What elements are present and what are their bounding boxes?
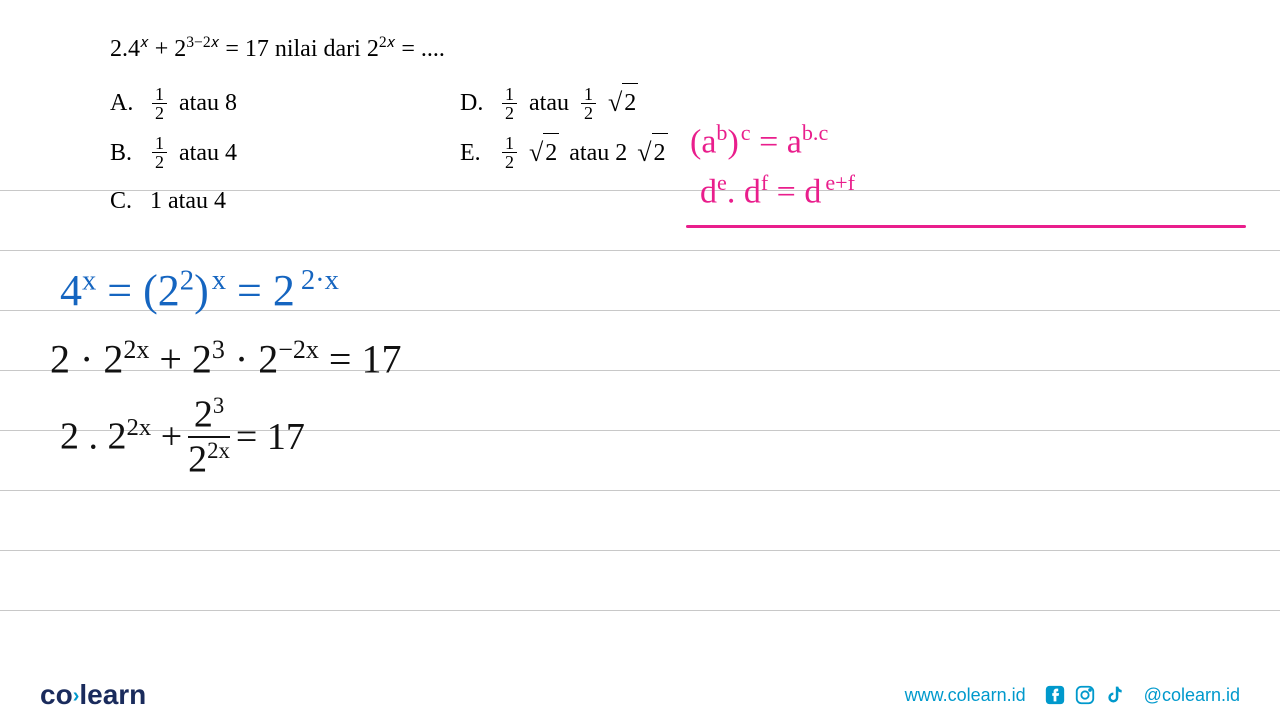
option-text: atau 8 — [179, 84, 237, 122]
option-text: atau — [529, 84, 569, 122]
logo: co›learn — [40, 679, 146, 711]
footer-right: www.colearn.id @colearn.id — [905, 684, 1240, 706]
hw-fraction: 23 22x — [182, 395, 236, 478]
q-part: + 2 — [149, 36, 187, 62]
option-label: D. — [460, 84, 490, 122]
social-icons — [1044, 684, 1126, 706]
logo-text: learn — [79, 679, 146, 710]
pink-underline — [686, 225, 1246, 228]
option-text: 1 atau 4 — [150, 182, 226, 220]
option-c: C. 1 atau 4 — [110, 182, 450, 220]
q-part: = 17 nilai dari 2 — [219, 36, 379, 62]
instagram-icon — [1074, 684, 1096, 706]
sqrt: √2 — [608, 82, 638, 124]
q-part: = .... — [395, 36, 445, 62]
fraction: 1 2 — [502, 85, 517, 122]
option-label: C. — [110, 182, 140, 220]
q-part: 2.4 — [110, 36, 140, 62]
option-label: B. — [110, 134, 140, 172]
question-text: 2.4𝑥 + 23−2𝑥 = 17 nilai dari 22𝑥 = .... — [110, 30, 800, 68]
black-note-1: 2 · 22x + 23 · 2−2x = 17 — [50, 335, 401, 382]
option-a: A. 1 2 atau 8 — [110, 82, 450, 124]
fraction: 1 2 — [502, 134, 517, 171]
q-sup: 𝑥 — [140, 34, 149, 51]
fraction: 1 2 — [581, 85, 596, 122]
option-text: atau 4 — [179, 134, 237, 172]
pink-note-1: (ab)c = ab.c — [690, 120, 828, 161]
sqrt: √2 — [529, 132, 559, 174]
footer: co›learn www.colearn.id @colearn.id — [0, 670, 1280, 720]
footer-url: www.colearn.id — [905, 685, 1026, 706]
pink-note-2: de. df = de+f — [700, 170, 855, 211]
fraction: 1 2 — [152, 85, 167, 122]
footer-handle: @colearn.id — [1144, 685, 1240, 706]
black-note-2: 2 . 22x + 23 22x = 17 — [60, 395, 305, 478]
q-sup: 3−2𝑥 — [186, 34, 219, 51]
logo-text: co — [40, 679, 73, 710]
blue-note: 4x = (22)x = 22·x — [60, 265, 339, 316]
option-b: B. 1 2 atau 4 — [110, 132, 450, 174]
option-label: E. — [460, 134, 490, 172]
option-label: A. — [110, 84, 140, 122]
option-d: D. 1 2 atau 1 2 √2 — [460, 82, 800, 124]
fraction: 1 2 — [152, 134, 167, 171]
q-sup: 2𝑥 — [379, 34, 395, 51]
option-text: atau 2 — [569, 134, 627, 172]
tiktok-icon — [1104, 684, 1126, 706]
sqrt: √2 — [637, 132, 667, 174]
facebook-icon — [1044, 684, 1066, 706]
